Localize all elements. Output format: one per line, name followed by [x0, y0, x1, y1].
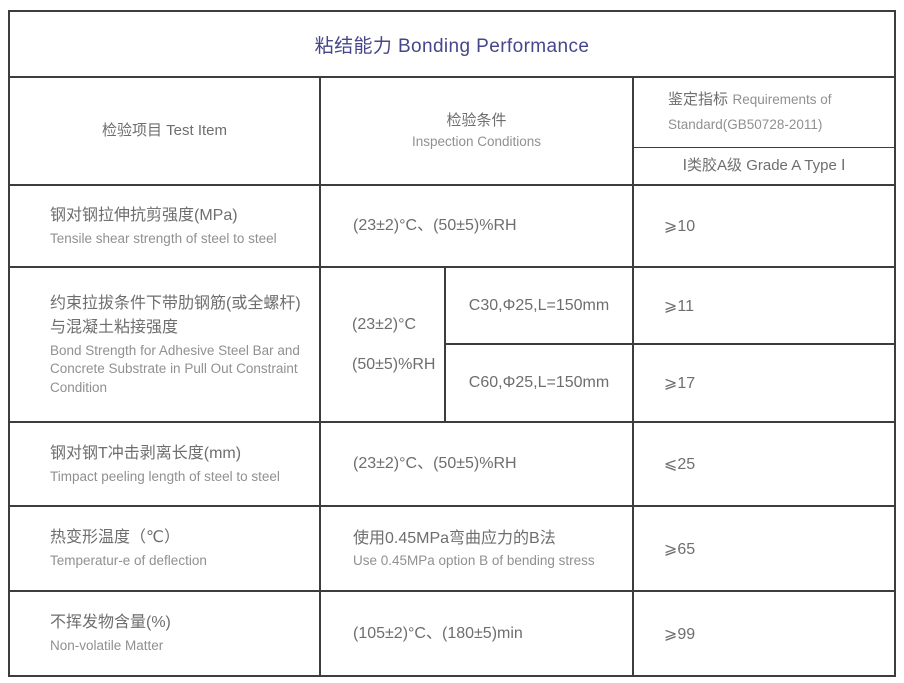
row-heat-deflection-item: 热变形温度（℃） Temperatur-e of deflection — [10, 507, 321, 592]
table-title: 粘结能力 Bonding Performance — [314, 35, 590, 57]
row-tensile-shear-item: 钢对钢拉伸抗剪强度(MPa) Tensile shear strength of… — [10, 186, 321, 268]
row-bond-strength-requirement-c60: ⩾17 — [634, 345, 894, 423]
row-bond-strength-spec-c60: C60,Φ25,L=150mm — [446, 345, 634, 423]
item-zh: 钢对钢T冲击剥离长度(mm) — [50, 444, 242, 462]
row-t-impact-condition: (23±2)°C、(50±5)%RH — [321, 423, 634, 507]
header-grade-label: Ⅰ类胶A级 Grade A Type Ⅰ — [682, 156, 846, 174]
item-zh: 不挥发物含量(%) — [50, 614, 171, 632]
item-en: Bond Strength for Adhesive Steel Bar and… — [50, 343, 300, 395]
item-zh: 热变形温度（℃） — [50, 529, 180, 547]
spec-text: C30,Φ25,L=150mm — [468, 296, 610, 314]
table-title-cell: 粘结能力 Bonding Performance — [10, 12, 894, 78]
row-non-volatile-requirement: ⩾99 — [634, 592, 894, 675]
item-en: Non-volatile Matter — [50, 638, 164, 654]
condition-text: (23±2)°C、(50±5)%RH — [353, 455, 517, 472]
row-tensile-shear-condition: (23±2)°C、(50±5)%RH — [321, 186, 634, 268]
row-bond-strength-item: 约束拉拔条件下带肋钢筋(或全螺杆)与混凝土粘接强度 Bond Strength … — [10, 268, 321, 423]
requirement-value: ⩾10 — [664, 218, 696, 235]
header-requirements-en: Requirements of Standard(GB50728-2011) — [668, 91, 832, 132]
condition-en: Use 0.45MPa option B of bending stress — [353, 552, 595, 568]
row-t-impact-requirement: ⩽25 — [634, 423, 894, 507]
condition-line-1: (23±2)°C — [352, 315, 417, 333]
condition-text: (23±2)°C、(50±5)%RH — [353, 217, 517, 234]
condition-text: (105±2)°C、(180±5)min — [353, 624, 523, 642]
header-requirements: 鉴定指标 Requirements of Standard(GB50728-20… — [634, 78, 894, 148]
item-en: Tensile shear strength of steel to steel — [50, 230, 277, 246]
row-non-volatile-condition: (105±2)°C、(180±5)min — [321, 592, 634, 675]
requirement-value: ⩾65 — [664, 540, 696, 558]
header-grade: Ⅰ类胶A级 Grade A Type Ⅰ — [634, 148, 894, 186]
row-t-impact-item: 钢对钢T冲击剥离长度(mm) Timpact peeling length of… — [10, 423, 321, 507]
requirement-value: ⩽25 — [664, 456, 696, 473]
item-zh: 约束拉拔条件下带肋钢筋(或全螺杆)与混凝土粘接强度 — [50, 295, 301, 337]
item-en: Timpact peeling length of steel to steel — [50, 468, 280, 484]
spec-text: C60,Φ25,L=150mm — [468, 374, 610, 391]
header-requirements-text: 鉴定指标 Requirements of Standard(GB50728-20… — [668, 88, 876, 138]
requirement-value: ⩾17 — [664, 375, 696, 392]
row-non-volatile-item: 不挥发物含量(%) Non-volatile Matter — [10, 592, 321, 675]
condition-line-2: (50±5)%RH — [352, 355, 436, 373]
header-test-item-label: 检验项目 Test Item — [101, 121, 228, 139]
row-bond-strength-spec-c30: C30,Φ25,L=150mm — [446, 268, 634, 345]
header-requirements-zh: 鉴定指标 — [668, 90, 729, 108]
row-bond-strength-condition: (23±2)°C (50±5)%RH — [321, 268, 446, 423]
header-conditions-en: Inspection Conditions — [411, 134, 542, 150]
header-conditions-zh: 检验条件 — [446, 111, 507, 129]
bonding-performance-table: 粘结能力 Bonding Performance 检验项目 Test Item … — [8, 10, 896, 677]
row-bond-strength-requirement-c30: ⩾11 — [634, 268, 894, 345]
condition-zh: 使用0.45MPa弯曲应力的B法 — [353, 529, 556, 547]
row-tensile-shear-requirement: ⩾10 — [634, 186, 894, 268]
requirement-value: ⩾99 — [664, 625, 696, 643]
item-zh: 钢对钢拉伸抗剪强度(MPa) — [50, 206, 238, 224]
row-heat-deflection-requirement: ⩾65 — [634, 507, 894, 592]
row-heat-deflection-condition: 使用0.45MPa弯曲应力的B法 Use 0.45MPa option B of… — [321, 507, 634, 592]
item-en: Temperatur-e of deflection — [50, 553, 207, 569]
header-test-item: 检验项目 Test Item — [10, 78, 321, 186]
requirement-value: ⩾11 — [664, 297, 695, 315]
header-inspection-conditions: 检验条件 Inspection Conditions — [321, 78, 634, 186]
